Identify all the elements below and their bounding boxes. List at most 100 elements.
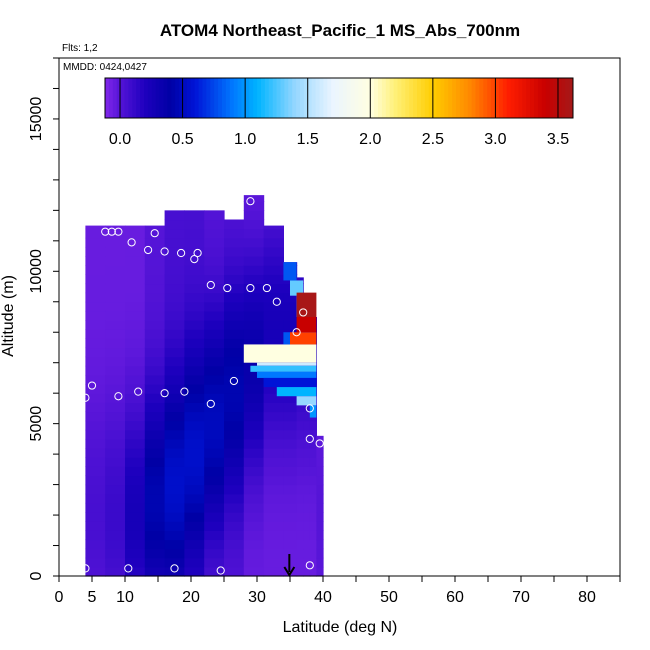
colorbar-segment [186, 78, 192, 118]
colorbar-segment [225, 78, 231, 118]
heatmap-cell [243, 374, 265, 385]
heatmap-cell [144, 338, 166, 349]
y-tick-label: 15000 [28, 97, 45, 142]
heatmap-cell [316, 475, 324, 486]
heatmap-cell [184, 256, 205, 266]
heatmap-cell [224, 457, 245, 467]
heatmap-cell [105, 374, 126, 385]
heatmap-cell [224, 292, 245, 303]
heatmap-cell [224, 438, 245, 449]
heatmap-cell [204, 475, 225, 486]
heatmap-cell [164, 484, 185, 495]
heatmap-cell [85, 356, 106, 367]
heatmap-cell [283, 292, 298, 303]
colorbar-segment [514, 78, 519, 118]
colorbar-segment [183, 78, 188, 118]
heatmap-cell [263, 265, 284, 275]
heatmap-cell [204, 292, 225, 303]
heatmap-cell [309, 438, 317, 449]
colorbar-segment [136, 78, 141, 118]
heatmap-cell [303, 475, 311, 486]
heatmap-cell [283, 420, 298, 431]
heatmap-cell [105, 457, 126, 467]
colorbar-segment [378, 78, 383, 118]
heatmap-cell [105, 438, 126, 449]
heatmap-cell [309, 420, 317, 431]
heatmap-cell [303, 493, 311, 504]
heatmap-cell [184, 484, 205, 495]
colorbar-segment [194, 78, 200, 118]
heatmap-cell [164, 539, 185, 550]
colorbar-segment [413, 78, 418, 118]
heatmap-cell [309, 530, 317, 541]
heatmap-cell [316, 530, 324, 541]
heatmap-cell [224, 548, 245, 559]
heatmap-cell [263, 338, 284, 349]
heatmap-cell [184, 338, 205, 349]
heatmap-cell [144, 457, 166, 467]
heatmap-cell [303, 548, 311, 559]
heatmap-cell [105, 466, 126, 477]
colorbar-segment [358, 78, 363, 118]
heatmap-cell [243, 210, 265, 221]
heatmap-cell [243, 566, 265, 577]
heatmap-cell [164, 502, 185, 513]
colorbar-segment [151, 78, 157, 118]
heatmap-cell [243, 539, 265, 550]
heatmap-cell [85, 429, 106, 440]
heatmap-cell [144, 539, 166, 550]
chart-title: ATOM4 Northeast_Pacific_1 MS_Abs_700nm [160, 21, 520, 40]
colorbar-segment [303, 78, 309, 118]
heatmap-cell [243, 310, 265, 321]
heatmap-cell [263, 429, 284, 440]
heatmap-cell [85, 530, 106, 541]
heatmap-cell [85, 493, 106, 504]
heatmap-cell [184, 539, 205, 550]
heatmap-cell [125, 283, 146, 294]
x-tick-label: 60 [446, 589, 464, 606]
heatmap-cell [125, 539, 146, 550]
colorbar-segment [440, 78, 445, 118]
heatmap-cell [204, 374, 225, 385]
heatmap [85, 195, 324, 577]
heatmap-cell [105, 530, 126, 541]
heatmap-cell [85, 475, 106, 486]
heatmap-cell [224, 566, 245, 577]
heatmap-cell [243, 237, 265, 248]
heatmap-cell [144, 420, 166, 431]
colorbar-segment [280, 78, 285, 118]
heatmap-cell [164, 237, 185, 248]
heatmap-cell [263, 301, 284, 312]
heatmap-cell [296, 448, 304, 458]
heatmap-cell [144, 475, 166, 486]
heatmap-cell [204, 365, 225, 376]
heatmap-cell [125, 246, 146, 257]
colorbar-segment [214, 78, 219, 118]
heatmap-cell [85, 320, 106, 330]
colorbar-segment [339, 78, 344, 118]
heatmap-cell [243, 438, 265, 449]
heatmap-cell [105, 448, 126, 458]
heatmap-cell [263, 438, 284, 449]
heatmap-cell [204, 420, 225, 431]
heatmap-cell [125, 530, 146, 541]
heatmap-cell [164, 429, 185, 440]
colorbar-segment [245, 78, 250, 118]
heatmap-cell [283, 402, 298, 413]
heatmap-cell [125, 338, 146, 349]
heatmap-cell [224, 402, 245, 413]
heatmap-cell [224, 301, 245, 312]
sample-point [150, 229, 159, 238]
sample-point [114, 392, 123, 401]
heatmap-cell [204, 237, 225, 248]
heatmap-cell [309, 493, 317, 504]
heatmap-cell [164, 521, 185, 531]
heatmap-cell [316, 466, 324, 477]
heatmap-cell [144, 530, 166, 541]
heatmap-cell [303, 512, 311, 522]
heatmap-cell [243, 402, 265, 413]
heatmap-cell [184, 301, 205, 312]
heatmap-cell [309, 512, 317, 522]
colorbar-tick-label: 0.0 [109, 131, 131, 148]
heatmap-cell [224, 320, 245, 330]
